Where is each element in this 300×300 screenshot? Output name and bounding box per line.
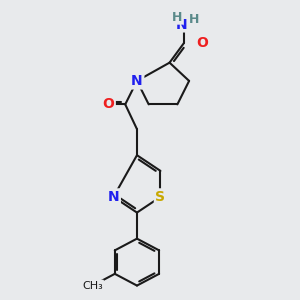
- Text: H: H: [172, 11, 183, 24]
- Text: N: N: [108, 190, 119, 204]
- Text: H: H: [189, 13, 199, 26]
- Text: CH₃: CH₃: [82, 280, 103, 291]
- Text: O: O: [196, 36, 208, 50]
- Text: S: S: [155, 190, 165, 204]
- Text: N: N: [176, 18, 187, 32]
- Text: N: N: [131, 74, 143, 88]
- Text: O: O: [102, 98, 114, 111]
